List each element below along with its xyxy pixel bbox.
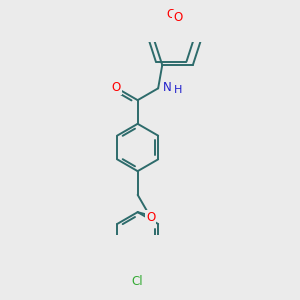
Text: O: O	[112, 81, 121, 94]
Text: H: H	[174, 85, 182, 95]
Text: Cl: Cl	[132, 275, 143, 288]
Text: O: O	[167, 8, 176, 21]
Text: O: O	[146, 211, 155, 224]
Text: O: O	[173, 11, 182, 24]
Text: N: N	[163, 81, 171, 94]
